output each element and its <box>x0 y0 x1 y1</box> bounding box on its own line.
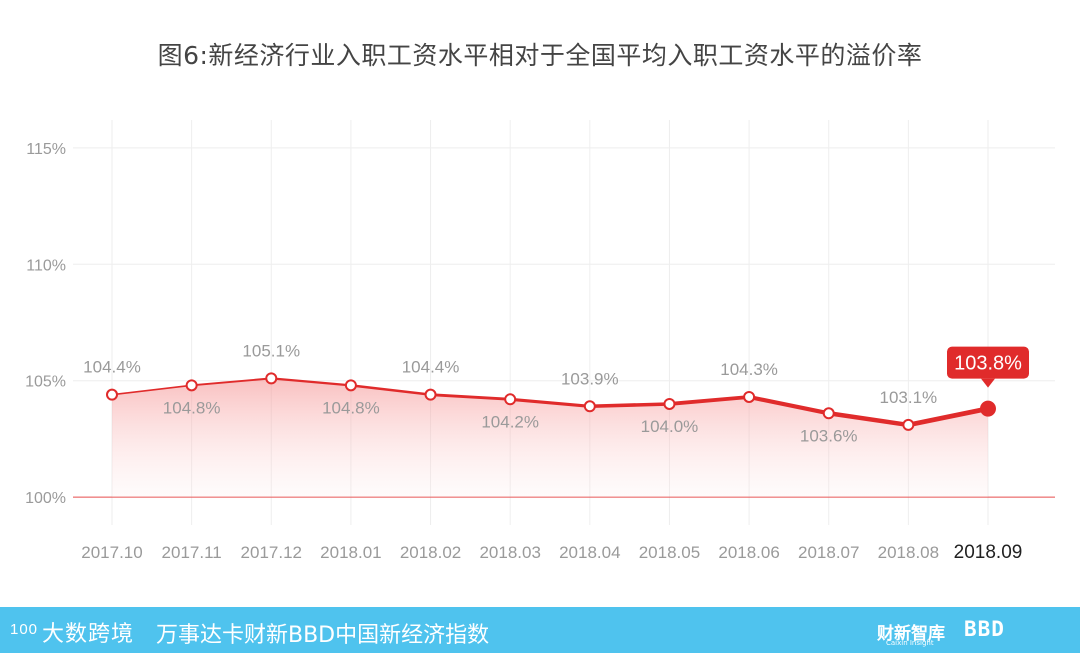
data-label: 104.8% <box>163 398 221 417</box>
data-labels: 104.4% 104.8% 105.1% 104.8% 104.4% 104.2% 103.… <box>83 341 1029 445</box>
area-layer <box>112 378 988 498</box>
series-line-segment <box>190 377 273 387</box>
series-line-segment <box>747 394 831 416</box>
data-point <box>583 400 596 413</box>
x-tick-label-highlight: 2018.09 <box>954 542 1023 563</box>
data-point-highlight <box>980 400 996 417</box>
data-point <box>106 388 118 401</box>
x-axis: 2017.10 2017.11 2017.12 2018.01 2018.02 2018.… <box>81 542 1022 563</box>
y-tick-label: 110% <box>26 257 66 274</box>
footer-logo-text: 大数跨境 <box>42 621 135 646</box>
data-label: 103.6% <box>800 426 858 445</box>
data-label: 104.8% <box>322 398 380 417</box>
brand-caixin: 财新智库 <box>877 624 945 644</box>
x-tick-label: 2018.05 <box>639 543 700 562</box>
series-line-segment <box>826 411 911 428</box>
x-tick-label: 2017.11 <box>162 543 222 562</box>
data-point <box>424 388 437 401</box>
highlight-label-text: 103.8% <box>954 353 1022 375</box>
chart-title: 图6:新经济行业入职工资水平相对于全国平均入职工资水平的溢价率 <box>157 41 923 70</box>
series-line-segment <box>270 377 353 387</box>
data-label: 104.2% <box>481 412 539 431</box>
data-point <box>265 372 278 385</box>
series-line-segment <box>667 395 752 406</box>
series-area <box>112 378 988 498</box>
data-point <box>344 379 357 392</box>
x-tick-label: 2018.06 <box>718 543 779 562</box>
x-tick-label: 2017.10 <box>81 543 142 562</box>
series-line-segment <box>905 406 991 428</box>
footer-logo: 100 大数跨境 <box>10 616 134 648</box>
data-label: 103.1% <box>880 388 938 407</box>
x-tick-label: 2017.12 <box>241 543 302 562</box>
highlight-label-box <box>947 346 1029 379</box>
data-label: 104.3% <box>720 360 778 379</box>
x-tick-label: 2018.08 <box>878 543 939 562</box>
data-point <box>822 407 835 420</box>
x-tick-label: 2018.07 <box>798 543 859 562</box>
series-line-segment <box>111 384 193 396</box>
data-point <box>185 379 198 392</box>
data-label: 104.0% <box>641 417 699 436</box>
series-line-segment <box>588 402 672 409</box>
highlight-label-pointer <box>981 378 995 388</box>
footer-bar: 100 大数跨境 万事达卡财新BBD中国新经济指数 财新智库 Caixin Ins… <box>0 607 1080 653</box>
x-tick-label: 2018.04 <box>559 543 620 562</box>
x-tick-label: 2018.03 <box>479 543 540 562</box>
chart: 100%105%110%115% 2017.10 2017.11 2017.12 20… <box>25 120 1055 563</box>
data-point <box>504 393 517 406</box>
x-tick-label: 2018.01 <box>320 543 381 562</box>
series-line-segment <box>429 393 512 401</box>
series-line-segment <box>349 384 432 396</box>
y-axis: 100% 105% 110% 115% <box>25 141 66 507</box>
data-label: 105.1% <box>242 341 300 360</box>
footer-logo-number: 100 <box>10 621 39 638</box>
y-tick-label: 115% <box>26 141 66 158</box>
data-label: 103.9% <box>561 369 619 388</box>
data-point <box>902 418 915 431</box>
data-label: 104.4% <box>402 358 460 377</box>
y-tick-label: 105% <box>25 374 66 391</box>
footer-source-text: 万事达卡财新BBD中国新经济指数 <box>156 623 490 648</box>
data-point <box>743 390 756 403</box>
x-tick-label: 2018.02 <box>400 543 461 562</box>
y-tick-label: 100% <box>25 490 66 507</box>
line-layer <box>106 372 996 431</box>
brand-bbd: BBD <box>964 617 1005 641</box>
data-label: 104.4% <box>83 358 141 377</box>
series-line-segment <box>508 397 592 408</box>
data-point <box>663 397 676 410</box>
brand-caixin-sub: Caixin Insight <box>886 639 934 647</box>
